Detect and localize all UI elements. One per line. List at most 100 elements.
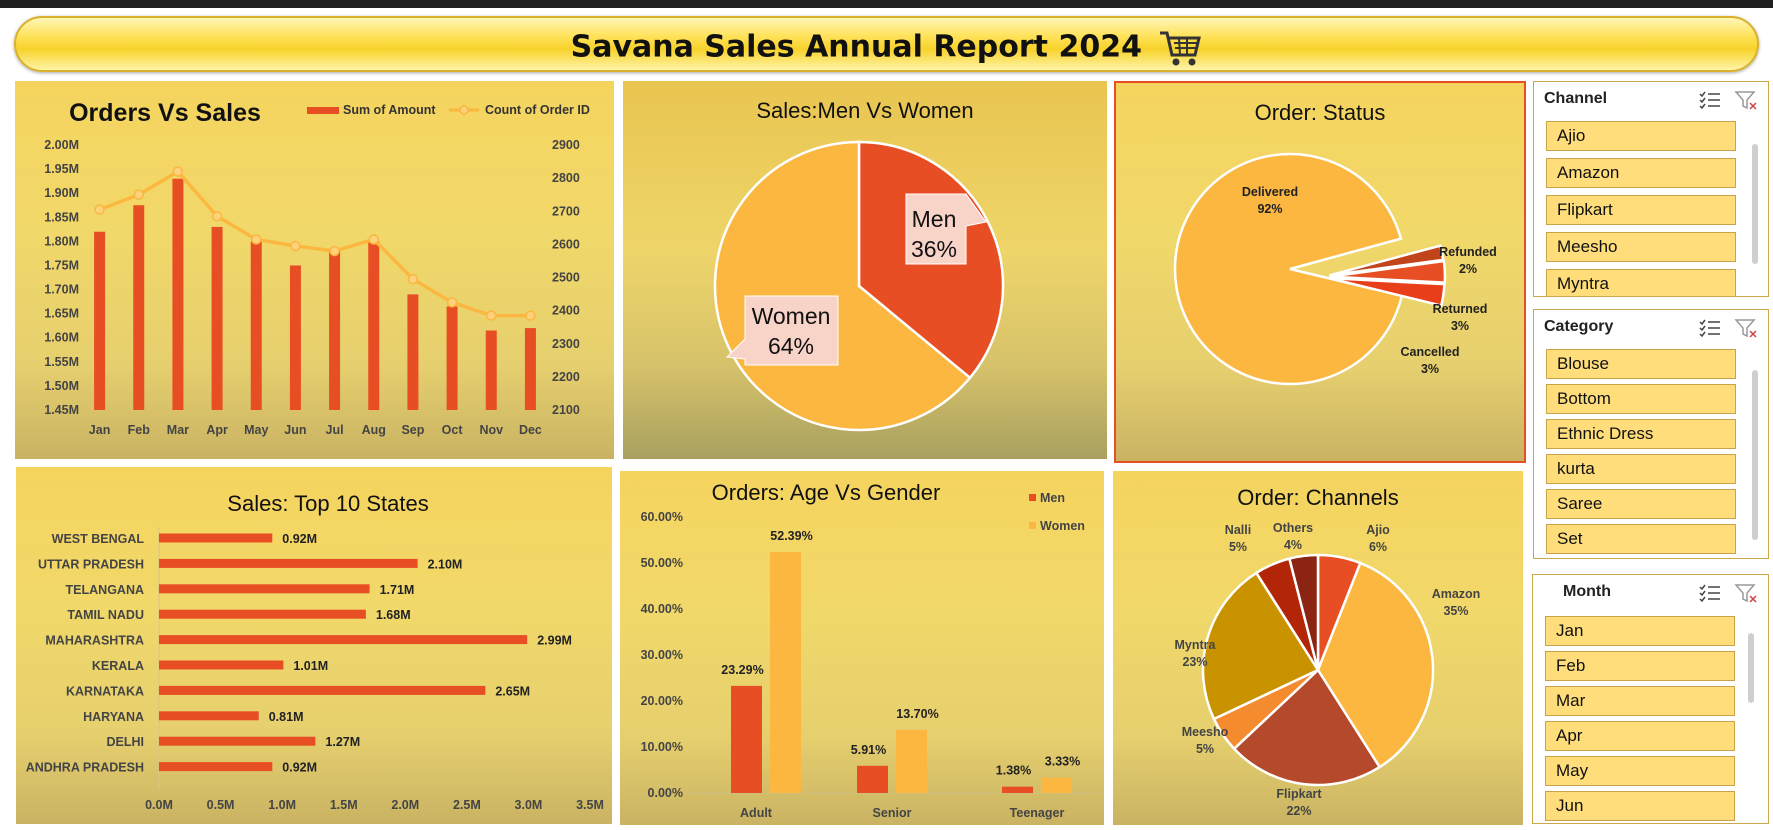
label-delivered-value: 92% [1257,202,1282,216]
label-refunded-value: 2% [1459,262,1477,276]
clear-filter-icon[interactable] [1734,584,1757,603]
men-vs-women-panel: Sales:Men Vs Women Men 36% Women 64% [623,81,1107,459]
y-left-tick: 2.00M [44,138,79,152]
label-ajio-name: Ajio [1366,523,1390,537]
slicer-item-ajio[interactable]: Ajio [1546,121,1736,151]
slicer-item-saree[interactable]: Saree [1546,489,1736,519]
multi-select-icon[interactable] [1699,584,1720,603]
slicer-item-meesho[interactable]: Meesho [1546,232,1736,262]
bar-women-senior [896,729,927,793]
legend-label-women: Women [1040,519,1085,533]
orders-vs-sales-chart: Orders Vs Sales Sum of Amount Count of Ord… [44,99,590,437]
slicer-item-blouse[interactable]: Blouse [1546,349,1736,379]
data-label-women: 13.70% [896,707,938,721]
slicer-item-mar[interactable]: Mar [1545,686,1735,716]
slicer-item-jan[interactable]: Jan [1545,616,1735,646]
category-slicer-title: Category [1544,318,1614,335]
multi-select-icon[interactable] [1699,91,1720,110]
callout-men-value: 36% [911,236,957,262]
category-slicer-icons [1698,316,1760,345]
bar-women-teenager [1041,777,1072,793]
y-left-tick: 1.50M [44,379,79,393]
data-label-state: 2.10M [428,557,463,571]
label-delivered-name: Delivered [1242,185,1298,199]
slicer-item-myntra[interactable]: Myntra [1546,269,1736,296]
bar-amount-dec [524,328,536,410]
category-slicer-scrollbar[interactable] [1752,370,1758,540]
category-slicer-list: Blouse Bottom Ethnic Dress kurta Saree Set [1534,346,1768,558]
clear-filter-icon[interactable] [1734,319,1757,338]
spreadsheet-column-header-strip [0,0,1773,8]
line-order-count [98,169,531,318]
y-tick: 50.00% [641,556,683,570]
y-left-tick: 1.65M [44,307,79,321]
y-tick-state: KERALA [92,659,144,673]
bar-men-senior [857,765,888,793]
data-label-state: 1.27M [325,735,360,749]
slicer-item-flipkart[interactable]: Flipkart [1546,195,1736,225]
y-left-tick: 1.55M [44,355,79,369]
channel-slicer-icons [1698,88,1760,117]
label-cancelled-value: 3% [1421,362,1439,376]
point-order-count-may [251,234,262,245]
y-right-tick: 2700 [552,204,580,218]
x-tick: 3.0M [515,798,543,812]
month-slicer-scrollbar[interactable] [1748,633,1754,703]
callout-women [725,295,839,366]
y-tick-state: HARYANA [83,710,144,724]
slicer-item-jun[interactable]: Jun [1545,791,1735,821]
channel-slicer-scrollbar[interactable] [1752,144,1758,264]
pie-slice-amazon [1316,561,1435,769]
data-label-state: 0.92M [282,532,317,546]
pie-slice-flipkart [1232,668,1382,787]
label-nalli-name: Nalli [1225,523,1251,537]
bar-men-teenager [1002,786,1033,793]
bar-amount-apr [211,226,223,410]
slicer-item-may[interactable]: May [1545,756,1735,786]
x-tick: Jul [326,423,344,437]
shopping-cart-icon [1160,31,1202,66]
data-label-state: 2.99M [537,634,572,648]
x-tick: Aug [362,423,386,437]
data-label-women: 3.33% [1045,755,1080,769]
point-order-count-oct [446,297,458,308]
y-right-tick: 2600 [552,237,580,251]
point-order-count-mar [172,166,184,177]
pie-slice-cancelled [1329,276,1446,308]
label-meesho-name: Meesho [1182,725,1229,739]
legend-label-men: Men [1040,491,1065,505]
y-left-tick: 1.95M [44,162,79,176]
slicer-item-ethnic-dress[interactable]: Ethnic Dress [1546,419,1736,449]
slicer-item-amazon[interactable]: Amazon [1546,158,1736,188]
multi-select-icon[interactable] [1699,319,1720,338]
point-order-count-jul [329,245,340,257]
legend-marker-orders [459,105,469,115]
bar-state-haryana [159,711,259,721]
bar-state-delhi [159,736,316,746]
y-left-tick: 1.75M [44,258,79,272]
bar-amount-nov [485,330,497,410]
x-tick: Nov [479,423,503,437]
label-others-value: 4% [1284,538,1302,552]
order-channels-chart: Order: Channels Ajio 6% Amazon 35% Flipkart 22… [1175,485,1481,818]
x-tick: 2.0M [391,798,419,812]
channel-slicer-title: Channel [1544,90,1608,107]
bar-amount-aug [368,241,380,410]
y-right-tick: 2500 [552,271,580,285]
slicer-item-set[interactable]: Set [1546,524,1736,554]
clear-filter-icon[interactable] [1734,91,1757,110]
month-slicer: Month Jan Feb Mar Apr May Jun [1532,574,1769,824]
legend-swatch-women [1029,522,1036,529]
age-vs-gender-panel: Orders: Age Vs Gender Men Women 0.00% 10.00%… [620,471,1104,825]
x-tick: Jan [89,423,111,437]
bar-women-adult [770,552,801,793]
bar-state-telangana [159,584,370,594]
label-meesho-value: 5% [1196,742,1214,756]
slicer-item-bottom[interactable]: Bottom [1546,384,1736,414]
bar-amount-jul [329,251,341,410]
callout-women-label: Women [752,303,831,329]
slicer-item-kurta[interactable]: kurta [1546,454,1736,484]
slicer-item-apr[interactable]: Apr [1545,721,1735,751]
x-tick: Teenager [1010,806,1065,820]
slicer-item-feb[interactable]: Feb [1545,651,1735,681]
